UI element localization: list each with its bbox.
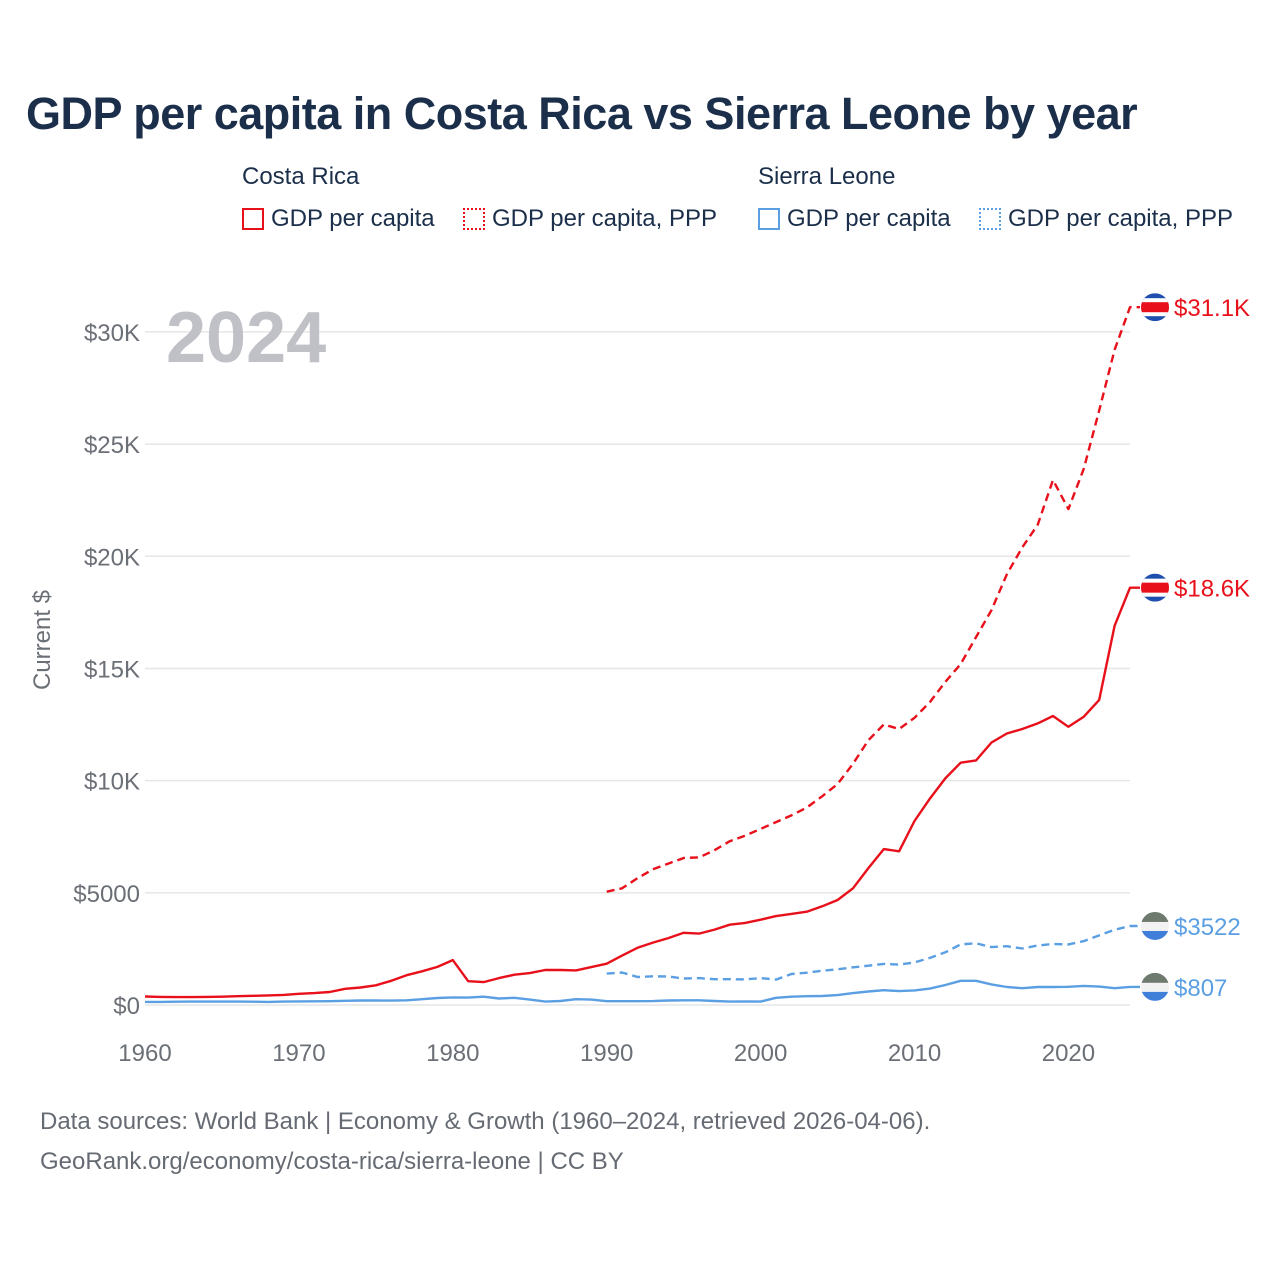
end-value-label: $31.1K (1174, 295, 1250, 322)
series-lines (144, 306, 1140, 1004)
grid-lines (145, 331, 1130, 1006)
x-tick-label: 1960 (118, 1040, 171, 1067)
sierra-leone-flag-icon (1141, 911, 1169, 940)
legend-group-costa-rica: Costa Rica (242, 163, 360, 190)
end-value-label: $3522 (1174, 914, 1241, 941)
legend-swatch-sierra-leone-gdp (758, 208, 780, 230)
x-tick-label: 2010 (888, 1040, 941, 1067)
y-tick-label: $15K (84, 656, 140, 683)
end-value-label: $807 (1174, 975, 1227, 1002)
legend-label: GDP per capita, PPP (1008, 205, 1233, 232)
legend-swatch-costa-rica-gdp (242, 208, 264, 230)
costa-rica-flag-icon (1141, 573, 1169, 602)
series-line-costa_rica-solid (144, 586, 1140, 999)
legend-item-sierra-leone-gdp[interactable]: GDP per capita (758, 205, 951, 233)
page-title: GDP per capita in Costa Rica vs Sierra L… (26, 88, 1138, 139)
x-tick-label: 1980 (426, 1040, 479, 1067)
data-source-note: Data sources: World Bank | Economy & Gro… (40, 1108, 931, 1135)
legend-item-costa-rica-gdp-ppp[interactable]: GDP per capita, PPP (463, 205, 717, 233)
x-axis-ticks: 1960 1970 1980 1990 2000 2010 2020 (118, 1040, 1095, 1067)
y-tick-label: $5000 (73, 881, 140, 908)
legend-label: GDP per capita (787, 205, 951, 232)
y-tick-label: $10K (84, 769, 140, 796)
year-label: 2024 (166, 298, 326, 378)
legend-item-costa-rica-gdp[interactable]: GDP per capita (242, 205, 435, 233)
y-tick-label: $25K (84, 432, 140, 459)
y-axis-ticks: $0 $5000 $10K $15K $20K $25K $30K (73, 320, 140, 1020)
x-tick-label: 1990 (580, 1040, 633, 1067)
y-tick-label: $0 (113, 993, 140, 1020)
costa-rica-flag-icon (1141, 293, 1169, 322)
legend-item-sierra-leone-gdp-ppp[interactable]: GDP per capita, PPP (979, 205, 1233, 233)
series-line-costa_rica-dashed (606, 306, 1140, 893)
series-end-markers: $18.6K $31.1K $807 $3522 (1141, 293, 1250, 1002)
series-line-sierra_leone-dashed (606, 924, 1140, 981)
x-tick-label: 2000 (734, 1040, 787, 1067)
legend-group-sierra-leone: Sierra Leone (758, 163, 896, 190)
x-tick-label: 2020 (1042, 1040, 1095, 1067)
series-line-sierra_leone-solid (145, 979, 1140, 1004)
attribution-link[interactable]: GeoRank.org/economy/costa-rica/sierra-le… (40, 1148, 624, 1175)
legend-label: GDP per capita (271, 205, 435, 232)
legend-swatch-sierra-leone-gdp-ppp (979, 208, 1001, 230)
end-value-label: $18.6K (1174, 576, 1250, 603)
y-axis-title: Current $ (29, 590, 56, 690)
legend-swatch-costa-rica-gdp-ppp (463, 208, 485, 230)
x-tick-label: 1970 (272, 1040, 325, 1067)
sierra-leone-flag-icon (1141, 972, 1169, 1001)
y-tick-label: $30K (84, 320, 140, 347)
y-tick-label: $20K (84, 544, 140, 571)
legend-label: GDP per capita, PPP (492, 205, 717, 232)
